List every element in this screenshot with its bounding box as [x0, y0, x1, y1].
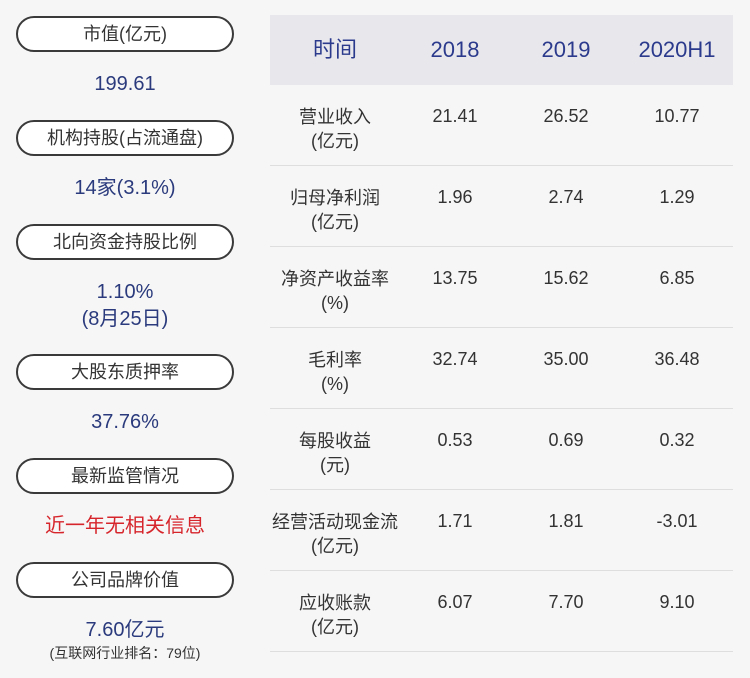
row-name: (元) [320, 455, 350, 475]
row-divider [270, 246, 733, 247]
header-cell: 2020H1 [638, 37, 716, 62]
row-divider [270, 489, 733, 490]
row-value: 1.96 [437, 187, 473, 207]
row-value: 15.62 [543, 268, 589, 288]
row-value: 2.74 [548, 187, 584, 207]
row-name: (亿元) [311, 131, 359, 151]
row-value: 35.00 [543, 349, 589, 369]
row-name: (%) [321, 374, 349, 394]
metric-label: 北向资金持股比例 [16, 224, 234, 260]
row-value: 13.75 [432, 268, 478, 288]
row-value: 32.74 [432, 349, 478, 369]
row-name: 归母净利润 [290, 188, 380, 208]
row-value: 0.53 [437, 430, 473, 450]
row-name: (亿元) [311, 212, 359, 232]
row-value: 0.32 [659, 430, 695, 450]
metric-label: 市值(亿元) [16, 16, 234, 52]
row-value: -3.01 [656, 511, 698, 531]
row-value: 6.07 [437, 592, 473, 612]
row-value: 1.81 [548, 511, 584, 531]
header-cell: 2019 [541, 37, 591, 62]
row-value: 0.69 [548, 430, 584, 450]
row-value: 9.10 [659, 592, 695, 612]
header-cell: 时间 [312, 37, 357, 62]
metric-value: (8月25日) [81, 308, 169, 330]
metric-value: 1.10% [96, 281, 154, 303]
row-name: 应收账款 [299, 593, 371, 613]
metric-label: 机构持股(占流通盘) [16, 120, 234, 156]
row-name: 每股收益 [299, 431, 371, 451]
row-value: 6.85 [659, 268, 695, 288]
metric-value: 14家(3.1%) [74, 177, 176, 199]
header-cell: 2018 [430, 37, 480, 62]
metric-label: 大股东质押率 [16, 354, 234, 390]
metric-label: 公司品牌价值 [16, 562, 234, 598]
row-value: 10.77 [654, 106, 700, 126]
metric-label: 最新监管情况 [16, 458, 234, 494]
row-divider [270, 327, 733, 328]
row-name: (%) [321, 293, 349, 313]
row-value: 7.70 [548, 592, 584, 612]
row-divider [270, 408, 733, 409]
row-value: 26.52 [543, 106, 589, 126]
row-divider [270, 570, 733, 571]
row-name: 经营活动现金流 [272, 512, 398, 532]
table-header [270, 15, 733, 85]
row-name: 净资产收益率 [281, 269, 389, 289]
metric-note: (互联网行业排名：79位) [49, 645, 201, 661]
metric-value: 近一年无相关信息 [45, 515, 205, 537]
row-value: 21.41 [432, 106, 478, 126]
row-divider [270, 651, 733, 652]
row-value: 1.29 [659, 187, 695, 207]
row-name: 毛利率 [308, 350, 362, 370]
row-name: (亿元) [311, 536, 359, 556]
row-value: 1.71 [437, 511, 473, 531]
row-divider [270, 165, 733, 166]
metric-value: 7.60亿元 [85, 619, 165, 641]
metric-value: 37.76% [91, 411, 159, 433]
row-name: (亿元) [311, 617, 359, 637]
row-value: 36.48 [654, 349, 700, 369]
row-name: 营业收入 [299, 107, 371, 127]
metric-value: 199.61 [94, 73, 156, 95]
